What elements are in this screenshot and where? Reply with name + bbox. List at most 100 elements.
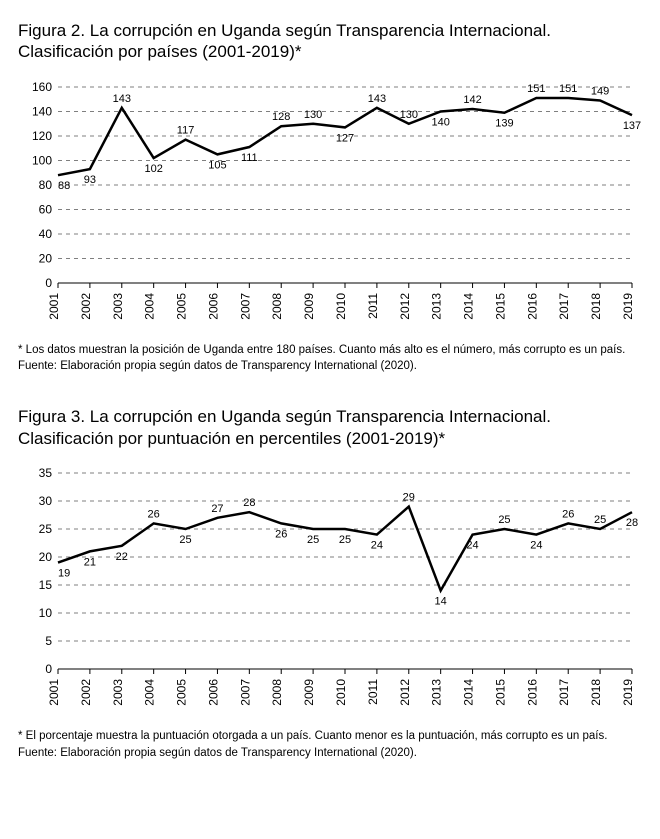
svg-text:140: 140: [431, 116, 449, 128]
svg-text:2007: 2007: [238, 679, 252, 706]
svg-text:2017: 2017: [557, 292, 571, 319]
figure-2-source: Fuente: Elaboración propia según datos d…: [18, 359, 642, 374]
svg-text:2001: 2001: [47, 679, 61, 706]
svg-text:2009: 2009: [302, 679, 316, 706]
svg-text:20: 20: [39, 251, 53, 265]
svg-text:30: 30: [39, 494, 53, 508]
svg-text:20: 20: [39, 550, 53, 564]
svg-text:140: 140: [32, 104, 52, 118]
figure-3-title: Figura 3. La corrupción en Uganda según …: [18, 406, 638, 449]
svg-text:25: 25: [307, 534, 319, 546]
svg-text:25: 25: [339, 534, 351, 546]
svg-text:2014: 2014: [462, 292, 476, 319]
svg-text:2013: 2013: [430, 679, 444, 706]
svg-text:25: 25: [498, 514, 510, 526]
svg-text:26: 26: [562, 508, 574, 520]
svg-text:2018: 2018: [589, 679, 603, 706]
svg-text:160: 160: [32, 80, 52, 94]
svg-text:100: 100: [32, 153, 52, 167]
svg-text:139: 139: [495, 117, 513, 129]
svg-text:14: 14: [435, 595, 447, 607]
svg-text:93: 93: [84, 174, 96, 186]
svg-text:142: 142: [463, 94, 481, 106]
svg-text:2005: 2005: [175, 292, 189, 319]
figure-3-source: Fuente: Elaboración propia según datos d…: [18, 746, 642, 761]
svg-text:2014: 2014: [462, 679, 476, 706]
svg-text:102: 102: [144, 163, 162, 175]
svg-text:80: 80: [39, 178, 53, 192]
svg-text:15: 15: [39, 578, 53, 592]
svg-text:24: 24: [371, 539, 383, 551]
svg-text:151: 151: [527, 83, 545, 95]
svg-text:149: 149: [591, 85, 609, 97]
svg-text:60: 60: [39, 202, 53, 216]
svg-text:26: 26: [275, 528, 287, 540]
svg-text:0: 0: [45, 662, 52, 676]
svg-text:128: 128: [272, 111, 290, 123]
svg-text:2003: 2003: [111, 679, 125, 706]
svg-text:105: 105: [208, 159, 226, 171]
svg-text:88: 88: [58, 180, 70, 192]
svg-text:27: 27: [211, 503, 223, 515]
svg-text:2010: 2010: [334, 292, 348, 319]
svg-text:35: 35: [39, 466, 53, 480]
svg-text:5: 5: [45, 634, 52, 648]
svg-text:24: 24: [530, 539, 542, 551]
svg-text:117: 117: [177, 124, 195, 136]
svg-text:111: 111: [241, 152, 258, 164]
svg-text:21: 21: [84, 556, 96, 568]
svg-text:2008: 2008: [270, 292, 284, 319]
svg-text:2008: 2008: [270, 679, 284, 706]
svg-text:2012: 2012: [398, 679, 412, 706]
svg-text:2002: 2002: [79, 292, 93, 319]
figure-3-footnote: * El porcentaje muestra la puntuación ot…: [18, 729, 638, 744]
svg-text:151: 151: [559, 83, 577, 95]
svg-text:120: 120: [32, 129, 52, 143]
svg-text:25: 25: [179, 534, 191, 546]
svg-text:137: 137: [623, 120, 641, 132]
svg-text:127: 127: [336, 132, 354, 144]
svg-text:2019: 2019: [621, 679, 635, 706]
svg-text:29: 29: [403, 491, 415, 503]
svg-text:2013: 2013: [430, 292, 444, 319]
svg-text:143: 143: [368, 92, 386, 104]
svg-text:2015: 2015: [493, 679, 507, 706]
svg-text:2009: 2009: [302, 292, 316, 319]
figure-2-svg: 2040608010012014016008893143102117105111…: [18, 73, 642, 333]
svg-text:25: 25: [39, 522, 53, 536]
figure-2-chart: 2040608010012014016008893143102117105111…: [18, 73, 642, 333]
svg-text:2001: 2001: [47, 292, 61, 319]
svg-text:2016: 2016: [525, 292, 539, 319]
figure-3-chart: 5 10 15 20 25 30 35 0 19 21 22 26 25 27 28 26 25 25 24 29 14…: [18, 459, 642, 719]
svg-text:2004: 2004: [143, 679, 157, 706]
svg-text:143: 143: [113, 92, 131, 104]
svg-text:2002: 2002: [79, 679, 93, 706]
svg-text:2019: 2019: [621, 292, 635, 319]
svg-text:2012: 2012: [398, 292, 412, 319]
svg-text:0: 0: [45, 276, 52, 290]
svg-text:2010: 2010: [334, 679, 348, 706]
svg-text:28: 28: [626, 517, 638, 529]
svg-text:19: 19: [58, 567, 70, 579]
svg-text:28: 28: [243, 497, 255, 509]
svg-text:2005: 2005: [175, 679, 189, 706]
svg-text:2011: 2011: [366, 679, 380, 705]
svg-text:26: 26: [148, 508, 160, 520]
svg-text:2011: 2011: [366, 292, 380, 318]
figure-3-svg: 5 10 15 20 25 30 35 0 19 21 22 26 25 27 28 26 25 25 24 29 14…: [18, 459, 642, 719]
svg-text:10: 10: [39, 606, 53, 620]
svg-text:22: 22: [116, 551, 128, 563]
svg-text:2016: 2016: [525, 679, 539, 706]
figure-2-title: Figura 2. La corrupción en Uganda según …: [18, 20, 638, 63]
svg-text:130: 130: [400, 108, 418, 120]
svg-text:2004: 2004: [143, 292, 157, 319]
figure-2: Figura 2. La corrupción en Uganda según …: [18, 20, 642, 374]
svg-text:2015: 2015: [493, 292, 507, 319]
svg-text:2018: 2018: [589, 292, 603, 319]
figure-2-footnote: * Los datos muestran la posición de Ugan…: [18, 343, 638, 358]
svg-text:2017: 2017: [557, 679, 571, 706]
svg-text:2007: 2007: [238, 292, 252, 319]
svg-text:2006: 2006: [206, 679, 220, 706]
svg-text:25: 25: [594, 514, 606, 526]
svg-text:2006: 2006: [206, 292, 220, 319]
